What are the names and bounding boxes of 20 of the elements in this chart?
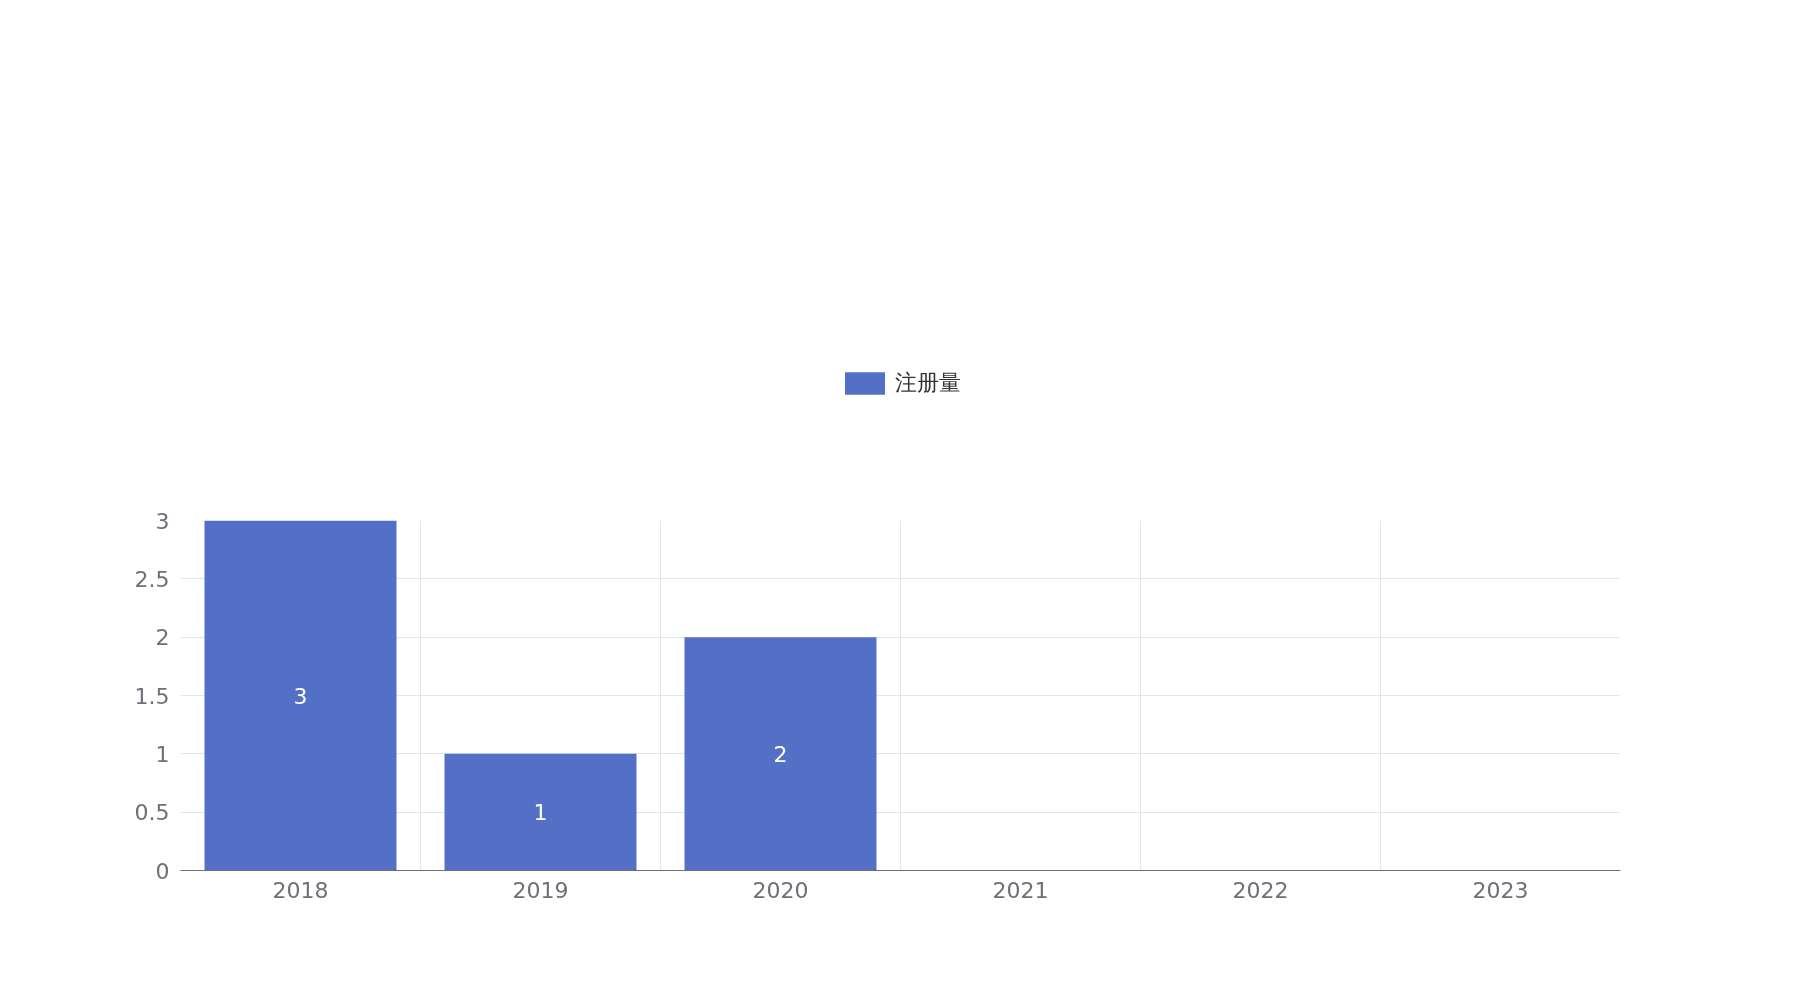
x-tick-label: 2021 — [992, 877, 1049, 903]
bar — [444, 753, 637, 871]
data-label: 3 — [293, 683, 308, 709]
y-tick-label: 1.5 — [134, 683, 170, 709]
x-tick-label: 2019 — [512, 877, 569, 903]
y-tick-label: 2.5 — [134, 566, 170, 592]
y-tick-label: 3 — [155, 508, 170, 534]
data-label: 1 — [533, 800, 548, 826]
y-tick-label: 0 — [155, 858, 170, 884]
x-tick-label: 2018 — [272, 877, 329, 903]
y-tick-label: 2 — [155, 625, 170, 651]
bar — [204, 520, 397, 871]
y-tick-label: 0.5 — [134, 800, 170, 826]
x-tick-label: 2022 — [1232, 877, 1289, 903]
bar — [684, 637, 877, 871]
x-tick-label: 2023 — [1472, 877, 1529, 903]
legend-label: 注册量 — [894, 368, 961, 397]
y-tick-label: 1 — [155, 741, 170, 767]
data-label: 2 — [773, 741, 788, 767]
x-tick-label: 2020 — [752, 877, 809, 903]
